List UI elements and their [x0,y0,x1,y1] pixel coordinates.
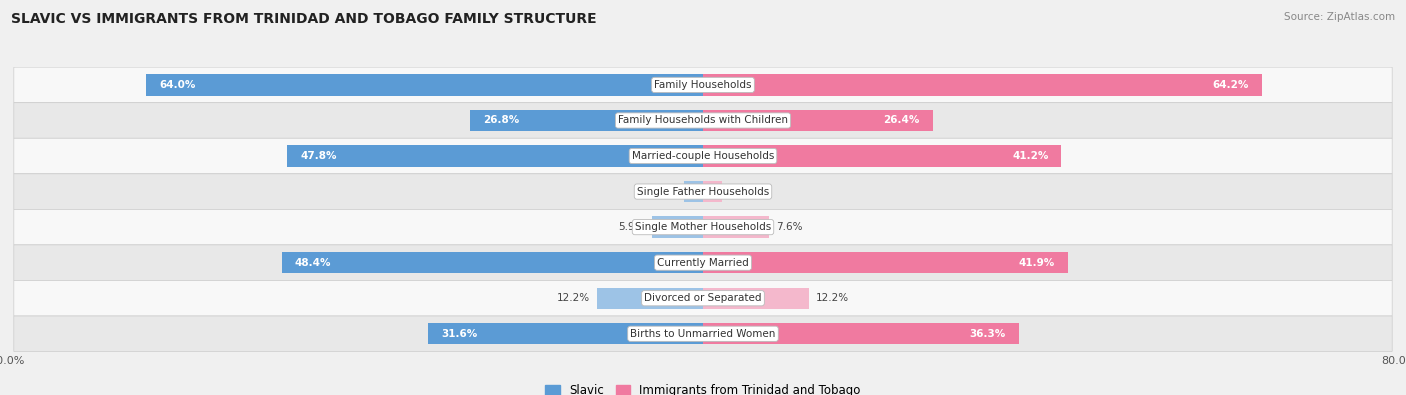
Text: 7.6%: 7.6% [776,222,803,232]
Bar [703,288,808,309]
Bar [283,252,703,273]
Text: 12.2%: 12.2% [815,293,849,303]
FancyBboxPatch shape [14,138,1392,174]
Text: 12.2%: 12.2% [557,293,591,303]
FancyBboxPatch shape [14,245,1392,280]
FancyBboxPatch shape [14,280,1392,316]
Text: Married-couple Households: Married-couple Households [631,151,775,161]
Text: Currently Married: Currently Married [657,258,749,268]
Bar [703,145,1062,167]
FancyBboxPatch shape [14,67,1392,103]
Bar [598,288,703,309]
Text: 64.0%: 64.0% [159,80,195,90]
Bar [703,110,932,131]
Bar [470,110,703,131]
Bar [703,74,1261,96]
Text: 26.8%: 26.8% [482,115,519,126]
Text: Divorced or Separated: Divorced or Separated [644,293,762,303]
Text: 2.2%: 2.2% [651,186,676,197]
FancyBboxPatch shape [14,209,1392,245]
Text: 2.2%: 2.2% [730,186,755,197]
Bar [683,181,703,202]
Text: 48.4%: 48.4% [295,258,332,268]
FancyBboxPatch shape [14,103,1392,138]
Text: Single Father Households: Single Father Households [637,186,769,197]
Text: 47.8%: 47.8% [301,151,336,161]
Text: 64.2%: 64.2% [1212,80,1249,90]
Legend: Slavic, Immigrants from Trinidad and Tobago: Slavic, Immigrants from Trinidad and Tob… [546,384,860,395]
Text: 31.6%: 31.6% [441,329,478,339]
Text: 41.9%: 41.9% [1018,258,1054,268]
Text: Family Households with Children: Family Households with Children [619,115,787,126]
Bar [287,145,703,167]
Bar [703,216,769,238]
Bar [651,216,703,238]
Bar [703,323,1019,344]
FancyBboxPatch shape [14,174,1392,209]
Text: 36.3%: 36.3% [970,329,1005,339]
Bar [146,74,703,96]
Bar [703,252,1067,273]
Text: Single Mother Households: Single Mother Households [636,222,770,232]
Bar [703,181,723,202]
Text: Family Households: Family Households [654,80,752,90]
FancyBboxPatch shape [14,316,1392,352]
Text: SLAVIC VS IMMIGRANTS FROM TRINIDAD AND TOBAGO FAMILY STRUCTURE: SLAVIC VS IMMIGRANTS FROM TRINIDAD AND T… [11,12,598,26]
Text: Births to Unmarried Women: Births to Unmarried Women [630,329,776,339]
Bar [427,323,703,344]
Text: 5.9%: 5.9% [619,222,645,232]
Text: Source: ZipAtlas.com: Source: ZipAtlas.com [1284,12,1395,22]
Text: 41.2%: 41.2% [1012,151,1049,161]
Text: 26.4%: 26.4% [883,115,920,126]
